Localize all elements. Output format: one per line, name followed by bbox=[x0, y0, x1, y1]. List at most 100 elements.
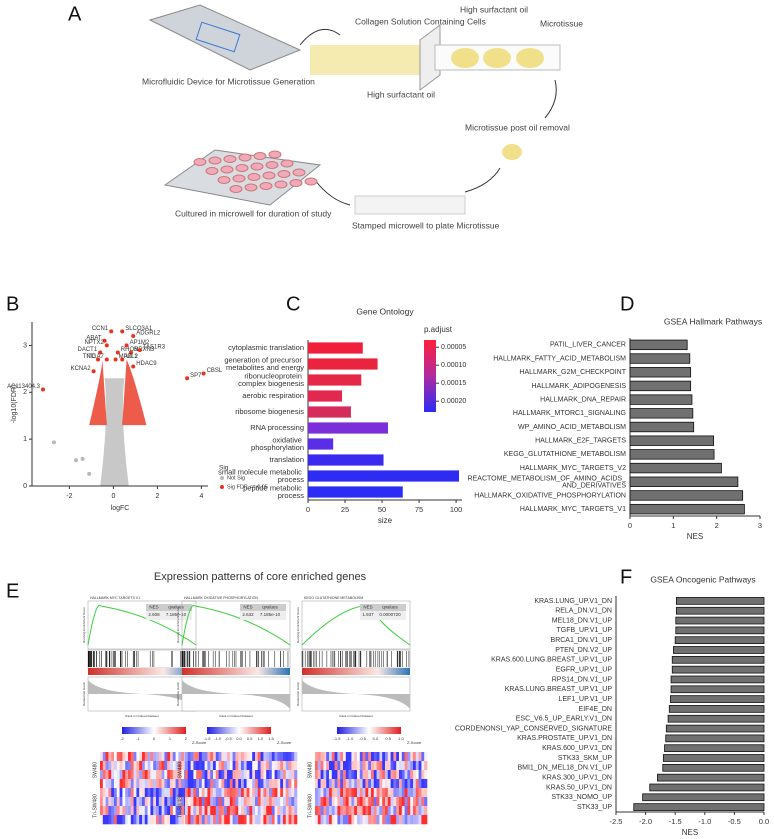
heatmap-cell bbox=[371, 788, 375, 798]
heatmap-cell bbox=[111, 761, 115, 771]
heatmap-cell bbox=[227, 806, 231, 816]
heatmap-cell bbox=[175, 806, 179, 816]
heatmap-cell bbox=[294, 779, 298, 789]
heatmap-cell bbox=[401, 770, 405, 780]
heatmap-cell bbox=[232, 752, 236, 762]
heatmap-cell bbox=[147, 779, 151, 789]
heatmap-cell bbox=[354, 761, 358, 771]
point-label: CCN1 bbox=[92, 326, 109, 332]
stats-header bbox=[360, 604, 406, 611]
bar bbox=[670, 695, 765, 703]
heatmap-cell bbox=[421, 815, 425, 825]
heatmap-cell bbox=[382, 779, 386, 789]
heatmap-cell bbox=[255, 815, 259, 825]
heatmap-cell bbox=[139, 752, 143, 762]
heatmap-cell bbox=[153, 752, 157, 762]
heatmap-cell bbox=[122, 752, 126, 762]
heatmap-cell bbox=[125, 761, 129, 771]
legend-title: p.adjust bbox=[424, 325, 453, 334]
heatmap-cell bbox=[187, 779, 191, 789]
heatmap-cell bbox=[418, 797, 422, 807]
heatmap-cell bbox=[139, 806, 143, 816]
heatmap-cell bbox=[277, 770, 281, 780]
heatmap-cell bbox=[232, 761, 236, 771]
heatmap-cell bbox=[371, 779, 375, 789]
heatmap-cell bbox=[255, 806, 259, 816]
heatmap-cell bbox=[207, 761, 211, 771]
heatmap-cell bbox=[348, 779, 352, 789]
heatmap-cell bbox=[193, 761, 197, 771]
heatmap-cell bbox=[178, 752, 182, 762]
point bbox=[74, 458, 78, 463]
heatmap-cell bbox=[255, 761, 259, 771]
heatmap-cell bbox=[418, 761, 422, 771]
bar bbox=[308, 438, 334, 450]
bar bbox=[308, 374, 362, 386]
chart-title: GSEA Oncogenic Pathways bbox=[650, 574, 755, 584]
heatmap-cell bbox=[150, 770, 154, 780]
heatmap-cell bbox=[266, 752, 270, 762]
heatmap-cell bbox=[193, 806, 197, 816]
heatmap-cell bbox=[390, 815, 394, 825]
heatmap-cell bbox=[260, 779, 264, 789]
heatmap-cell bbox=[207, 797, 211, 807]
heatmap-cell bbox=[156, 815, 160, 825]
heatmap-cell bbox=[128, 806, 132, 816]
heatmap-cell bbox=[238, 797, 242, 807]
heatmap-cell bbox=[343, 761, 347, 771]
heatmap-cell bbox=[224, 752, 228, 762]
panel-e: E Expression patterns of core enriched g… bbox=[6, 571, 428, 825]
category-label: cytoplasmic translation bbox=[228, 343, 304, 352]
heatmap-cell bbox=[156, 779, 160, 789]
row-label: Tri-SW480 bbox=[92, 794, 98, 818]
category-label: oxidative phosphorylation bbox=[251, 435, 304, 452]
heatmap-cell bbox=[139, 761, 143, 771]
category-label: HALLMARK_MTORC1_SIGNALING bbox=[513, 410, 626, 417]
heatmap-cell bbox=[399, 752, 403, 762]
colorbar-tick-label: 0.0 bbox=[373, 736, 379, 741]
heatmap-cell bbox=[337, 752, 341, 762]
colorbar-tick-label: 0.00010 bbox=[441, 362, 466, 369]
heatmap-cell bbox=[102, 779, 106, 789]
heatmap-cell bbox=[133, 806, 137, 816]
heatmap-cell bbox=[393, 788, 397, 798]
heatmap-cell bbox=[354, 779, 358, 789]
heatmap-cell bbox=[283, 779, 287, 789]
heatmap-cell bbox=[277, 797, 281, 807]
heatmap-cell bbox=[161, 752, 165, 762]
heatmap-cell bbox=[317, 788, 321, 798]
heatmap-cell bbox=[343, 770, 347, 780]
stats-header: NES bbox=[149, 605, 158, 610]
heatmap-cell bbox=[359, 806, 363, 816]
heatmap-cell bbox=[404, 806, 408, 816]
heatmap-cell bbox=[119, 797, 123, 807]
heatmap-cell bbox=[271, 797, 275, 807]
colorbar-tick-label: -1.5 bbox=[204, 736, 212, 741]
heatmap-cell bbox=[329, 797, 333, 807]
heatmap-cell bbox=[213, 761, 217, 771]
heatmap-cell bbox=[252, 788, 256, 798]
heatmap-cell bbox=[119, 815, 123, 825]
category-label: KRAS.600.LUNG.BREAST_UP.V1_UP bbox=[491, 657, 612, 664]
row-label: Tri-SW480 bbox=[307, 794, 313, 818]
heatmap-cell bbox=[153, 770, 157, 780]
heatmap-cell bbox=[199, 815, 203, 825]
heatmap-cell bbox=[215, 779, 219, 789]
heatmap-cell bbox=[125, 797, 129, 807]
heatmap-cell bbox=[187, 752, 191, 762]
heatmap-cell bbox=[125, 770, 129, 780]
heatmap-cell bbox=[283, 770, 287, 780]
heatmap-cell bbox=[178, 797, 182, 807]
point-label: HDAC9 bbox=[136, 361, 157, 367]
heatmap-cell bbox=[130, 815, 134, 825]
x-tick-label: -0.5 bbox=[728, 817, 741, 826]
heatmap-cell bbox=[241, 752, 245, 762]
heatmap-cell bbox=[396, 806, 400, 816]
heatmap-cell bbox=[376, 797, 380, 807]
point bbox=[91, 369, 96, 374]
heatmap-cell bbox=[357, 752, 361, 762]
zscore-colorbar bbox=[207, 727, 271, 734]
heatmap-cell bbox=[235, 815, 239, 825]
colorbar-tick-label: 1.0 bbox=[258, 736, 264, 741]
heatmap-cell bbox=[410, 770, 414, 780]
